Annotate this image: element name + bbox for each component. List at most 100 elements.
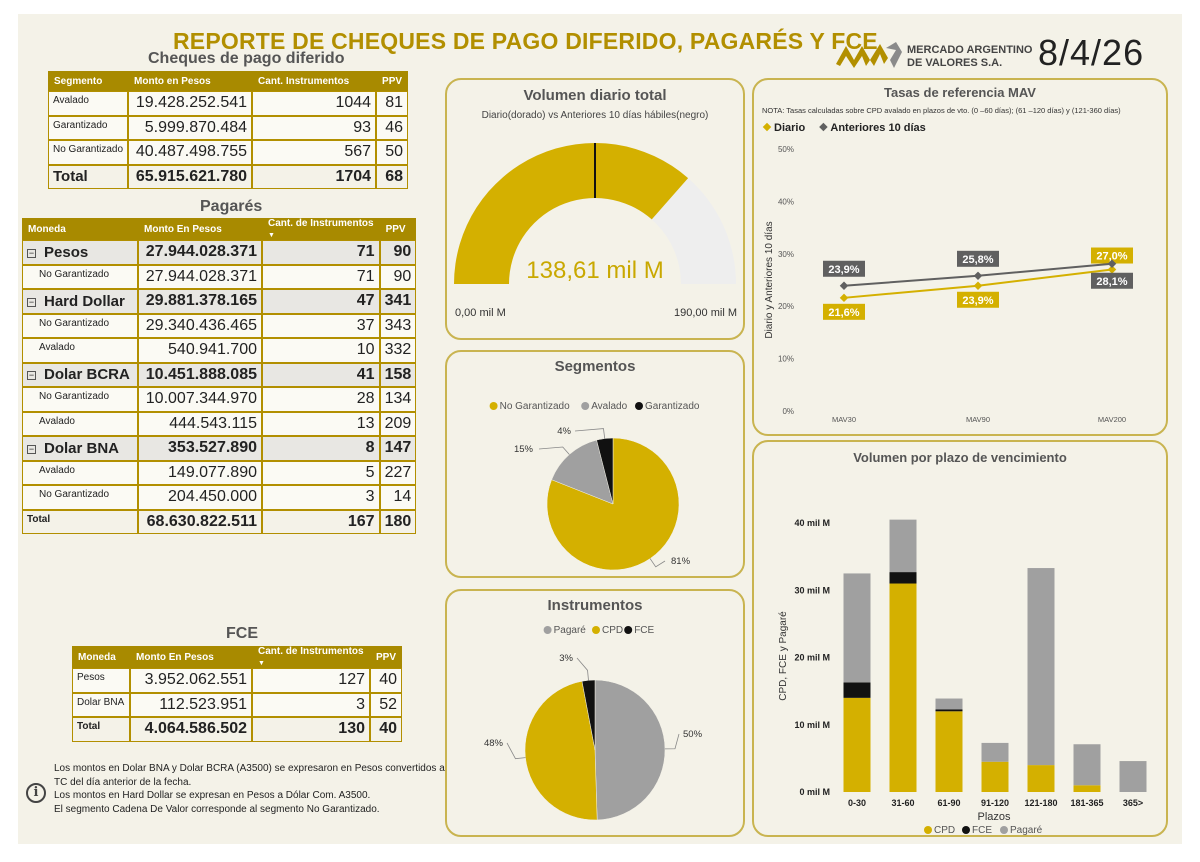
pie-leader-line: [664, 733, 680, 750]
footnote-line: Los montos en Hard Dollar se expresan en…: [54, 790, 371, 801]
segmentos-pie-chart: No Garantizado Avalado Garantizado 81% 15% 4%: [489, 401, 700, 571]
data-label-box: [823, 260, 865, 277]
row-label[interactable]: − Hard Dollar: [22, 289, 138, 314]
legend-marker: [962, 826, 970, 834]
fce-header-row: Moneda Monto En Pesos Cant. de Instrumento…: [72, 646, 403, 668]
row-label: Total: [72, 717, 130, 742]
ppv-cell: 134: [379, 387, 417, 412]
pie-value-label: 48%: [484, 738, 504, 749]
column-header: Cant. de Instrumentos ▼: [262, 218, 380, 240]
row-label-text: Total: [77, 721, 101, 732]
monto-cell: 19.428.252.541: [128, 91, 253, 116]
row-label: Pesos: [72, 668, 130, 693]
row-label-text: Garantizado: [53, 119, 108, 131]
data-label: 21,6%: [828, 307, 859, 319]
report-date: 8/4/26: [1038, 32, 1145, 73]
ppv-cell: 52: [370, 692, 403, 717]
cant-cell: 1044: [252, 91, 377, 116]
fce-table: Moneda Monto En Pesos Cant. de Instrumento…: [72, 646, 403, 742]
data-label-box: [1091, 272, 1133, 289]
data-label: 23,9%: [828, 264, 859, 276]
column-header: Cant. de Instrumentos ▼: [252, 646, 370, 668]
monto-cell: 4.064.586.502: [130, 717, 252, 742]
cpd-header-row: Segmento Monto en Pesos Cant. Instrumentos…: [48, 71, 409, 91]
monto-cell: 112.523.951: [130, 692, 252, 717]
pie-leader-line: [574, 428, 606, 439]
bar-segment: [843, 573, 871, 683]
collapse-icon: −: [27, 370, 36, 381]
ppv-cell: 343: [379, 313, 417, 338]
x-tick-label: MAV90: [966, 415, 990, 424]
row-label[interactable]: − Dolar BNA: [22, 436, 138, 461]
bar-segment: [935, 709, 963, 712]
cant-cell: 130: [252, 717, 370, 742]
gauge-card: Volumen diario total Diario(dorado) vs A…: [445, 78, 745, 340]
monto-cell: 444.543.115: [138, 411, 262, 436]
total-row: Total 65.915.621.780 1704 68: [48, 164, 409, 189]
row-label-text: No Garantizado: [39, 317, 110, 329]
ppv-cell: 68: [376, 164, 409, 189]
pie-leader-line: [538, 446, 570, 455]
group-row: − Dolar BNA 353.527.890 8 147: [22, 436, 417, 461]
data-point: [839, 281, 849, 291]
column-header: PPV: [379, 218, 417, 240]
monto-cell: 149.077.890: [138, 460, 262, 485]
cant-cell: 10: [262, 338, 380, 363]
ppv-cell: 46: [376, 115, 409, 140]
monto-cell: 3.952.062.551: [130, 668, 252, 693]
monto-cell: 5.999.870.484: [128, 115, 253, 140]
table-row: No Garantizado 40.487.498.755 567 50: [48, 140, 409, 165]
y-tick-label: 20%: [778, 302, 794, 311]
instrumentos-title: Instrumentos: [547, 597, 643, 614]
cant-cell: 1704: [252, 164, 377, 189]
column-header: Moneda: [22, 218, 138, 240]
logo-line-2: DE VALORES S.A.: [907, 57, 1003, 69]
row-label: Avalado: [22, 460, 138, 485]
x-tick-label: 91-120: [981, 798, 1009, 808]
cant-cell: 93: [252, 115, 377, 140]
y-tick-label: 40%: [778, 197, 794, 206]
column-header: Moneda: [72, 646, 130, 668]
legend-label: No Garantizado: [500, 401, 570, 412]
row-label: Total: [22, 509, 138, 534]
tasas-title: Tasas de referencia MAV: [884, 85, 1036, 100]
legend-marker: [762, 122, 772, 132]
row-label-text: Avalado: [53, 95, 89, 106]
pie-value-label: 3%: [559, 653, 573, 664]
gauge-max-label: 190,00 mil M: [674, 307, 737, 319]
bar-segment: [935, 711, 963, 792]
legend-marker: [635, 402, 643, 410]
data-label-box: [957, 250, 999, 267]
data-label: 28,1%: [1096, 276, 1127, 288]
monto-cell: 204.450.000: [138, 485, 262, 510]
ppv-cell: 227: [379, 460, 417, 485]
row-label-text: Pesos: [44, 243, 89, 261]
row-label-text: Dolar BCRA: [44, 366, 130, 384]
legend-label: Avalado: [591, 401, 627, 412]
monto-cell: 65.915.621.780: [128, 164, 253, 189]
column-header: Segmento: [48, 71, 129, 91]
y-axis-label: CPD, FCE y Pagaré: [778, 611, 789, 701]
table-row: Avalado 149.077.890 5 227: [22, 460, 417, 485]
row-label[interactable]: − Dolar BCRA: [22, 362, 138, 387]
gauge-subtitle: Diario(dorado) vs Anteriores 10 días háb…: [481, 110, 709, 121]
group-row: − Pesos 27.944.028.371 71 90: [22, 240, 417, 265]
x-tick-label: MAV30: [832, 415, 856, 424]
row-label-text: Avalado: [39, 342, 75, 353]
footnotes: Los montos en Dolar BNA y Dolar BCRA (A3…: [54, 762, 447, 816]
legend-marker: [543, 626, 552, 634]
legend-label: Pagaré: [554, 625, 587, 636]
row-label[interactable]: − Pesos: [22, 240, 138, 265]
ppv-cell: 341: [379, 289, 417, 314]
footnote-line: TC del día anterior de la fecha.: [54, 776, 192, 788]
legend-marker: [924, 826, 932, 834]
plazos-bar-chart: 0 mil M 10 mil M 20 mil M 30 mil M 40 mil M C…: [778, 518, 1147, 835]
legend-label: Diario: [774, 122, 805, 134]
legend-label: Garantizado: [645, 401, 700, 412]
column-header: Monto en Pesos: [128, 71, 253, 91]
bar-segment: [889, 572, 917, 584]
data-label-box: [823, 303, 865, 320]
bar-segment: [935, 698, 963, 710]
monto-cell: 27.944.028.371: [138, 264, 262, 289]
row-label-text: Total: [53, 168, 88, 186]
